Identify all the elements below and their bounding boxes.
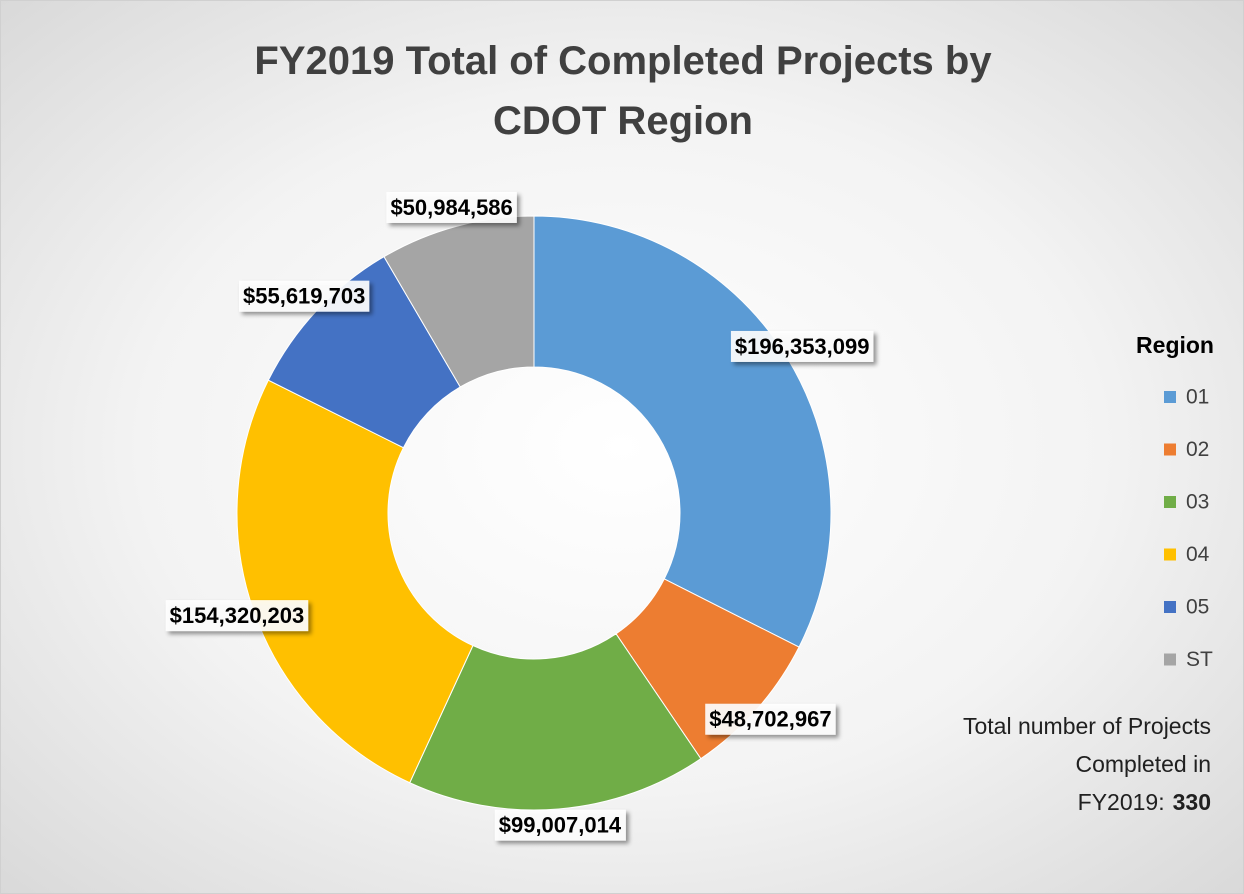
legend-title: Region	[1136, 332, 1214, 358]
data-label-text: $99,007,014	[499, 813, 622, 838]
donut-segment	[383, 215, 535, 388]
data-label-text: $196,353,099	[735, 334, 870, 359]
legend-label: 02	[1186, 438, 1209, 461]
legend-label: 01	[1186, 386, 1209, 409]
donut-segment	[236, 379, 474, 784]
legend-swatch	[1164, 601, 1176, 613]
legend-label: 05	[1186, 596, 1209, 619]
legend-label: ST	[1186, 648, 1213, 671]
legend-swatch	[1164, 443, 1176, 456]
data-label-box	[705, 703, 836, 735]
data-label-box	[386, 191, 517, 223]
annotation-text: Total number of Projects Completed in FY…	[962, 713, 1211, 815]
legend-swatch	[1164, 496, 1176, 508]
data-label-text: $55,619,703	[243, 284, 365, 309]
data-label-text: $48,702,967	[709, 707, 831, 732]
legend-label: 04	[1186, 543, 1210, 566]
data-label: $154,320,203	[165, 600, 309, 632]
donut-segment	[409, 633, 702, 811]
annotation-value: 330	[1172, 789, 1211, 815]
data-label: $48,702,967	[705, 703, 836, 735]
legend-swatch	[1164, 548, 1176, 561]
legend-swatch	[1164, 653, 1176, 666]
donut-segment	[533, 215, 832, 648]
legend-label: 03	[1186, 491, 1209, 514]
annotation: Total number of Projects Completed in FY…	[961, 707, 1211, 821]
data-label-text: $154,320,203	[170, 603, 305, 628]
data-label: $99,007,014	[494, 809, 626, 841]
data-label: $50,984,586	[386, 191, 517, 223]
data-label: $196,353,099	[730, 330, 874, 362]
chart-title: FY2019 Total of Completed Projects by CD…	[254, 39, 992, 143]
data-label-box	[165, 600, 309, 632]
legend-swatch	[1164, 391, 1176, 403]
data-label-box	[494, 809, 626, 841]
data-label-box	[730, 330, 874, 362]
data-label-text: $50,984,586	[390, 195, 512, 220]
data-label: $55,619,703	[239, 280, 370, 312]
data-label-box	[239, 280, 370, 312]
